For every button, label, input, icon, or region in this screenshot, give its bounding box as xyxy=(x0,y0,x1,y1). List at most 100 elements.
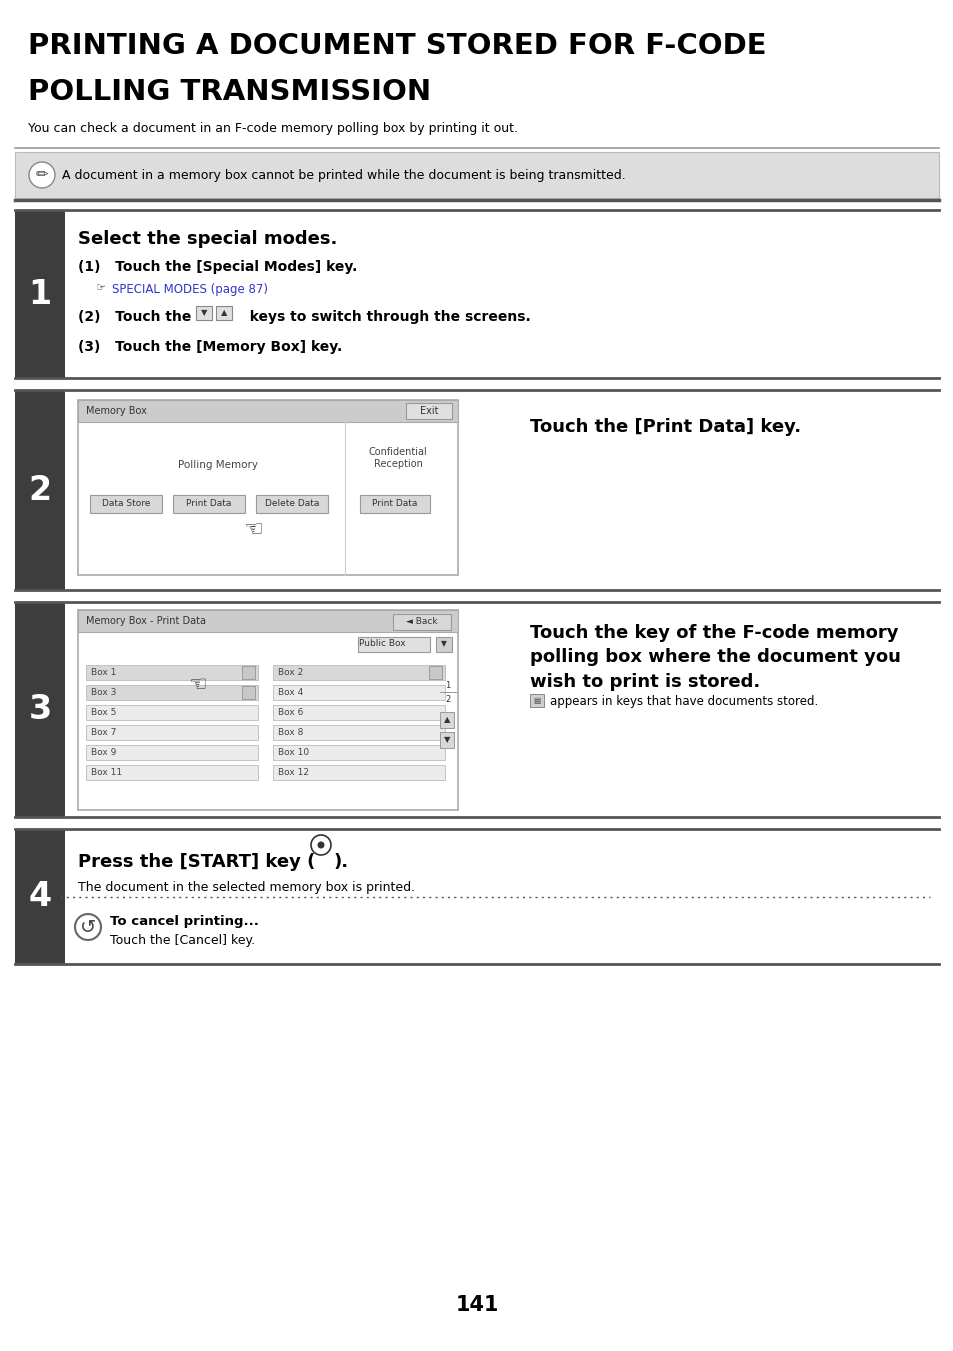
Text: Public Box: Public Box xyxy=(358,639,405,648)
Bar xyxy=(86,765,257,780)
Text: Box 8: Box 8 xyxy=(277,728,303,738)
Text: 2: 2 xyxy=(29,473,51,507)
Text: Box 4: Box 4 xyxy=(277,688,303,697)
Text: ↺: ↺ xyxy=(80,917,96,936)
Bar xyxy=(406,403,452,419)
Bar xyxy=(242,686,254,698)
Text: Exit: Exit xyxy=(419,407,437,416)
Text: Touch the [Print Data] key.: Touch the [Print Data] key. xyxy=(530,417,801,436)
Text: Box 5: Box 5 xyxy=(91,708,116,717)
Text: Box 10: Box 10 xyxy=(277,748,309,757)
Circle shape xyxy=(29,162,55,188)
Bar xyxy=(242,666,254,680)
Bar xyxy=(15,390,65,590)
Text: ☜: ☜ xyxy=(189,676,207,694)
Bar xyxy=(273,725,444,740)
Text: Memory Box - Print Data: Memory Box - Print Data xyxy=(86,616,206,626)
Bar xyxy=(357,638,430,653)
Circle shape xyxy=(317,842,324,848)
Text: 4: 4 xyxy=(29,880,51,913)
Text: Box 3: Box 3 xyxy=(91,688,116,697)
Bar xyxy=(429,666,441,680)
Bar xyxy=(15,830,65,965)
Text: ▤: ▤ xyxy=(533,697,540,705)
Text: To cancel printing...: To cancel printing... xyxy=(110,915,258,928)
Text: The document in the selected memory box is printed.: The document in the selected memory box … xyxy=(78,881,415,894)
Bar xyxy=(273,744,444,761)
Text: Print Data: Print Data xyxy=(186,500,232,508)
Text: ☜: ☜ xyxy=(243,520,263,540)
Text: POLLING TRANSMISSION: POLLING TRANSMISSION xyxy=(28,78,431,105)
Bar xyxy=(215,305,232,320)
Bar xyxy=(78,611,457,811)
Bar xyxy=(530,694,543,707)
Text: 141: 141 xyxy=(455,1296,498,1315)
Text: ▼: ▼ xyxy=(443,735,450,744)
Text: Box 7: Box 7 xyxy=(91,728,116,738)
Circle shape xyxy=(75,915,101,940)
Circle shape xyxy=(311,835,331,855)
Bar xyxy=(439,732,454,748)
Bar xyxy=(393,613,451,630)
Text: Press the [START] key (: Press the [START] key ( xyxy=(78,852,315,871)
Bar xyxy=(273,765,444,780)
Text: (3)   Touch the [Memory Box] key.: (3) Touch the [Memory Box] key. xyxy=(78,340,342,354)
Text: Box 11: Box 11 xyxy=(91,767,122,777)
Bar xyxy=(78,611,457,632)
Text: (2)   Touch the: (2) Touch the xyxy=(78,309,196,324)
Text: Delete Data: Delete Data xyxy=(265,500,319,508)
Bar xyxy=(86,685,257,700)
Text: Box 6: Box 6 xyxy=(277,708,303,717)
Bar xyxy=(78,400,457,422)
Text: keys to switch through the screens.: keys to switch through the screens. xyxy=(240,309,530,324)
Text: ).: ). xyxy=(334,852,349,871)
Bar xyxy=(255,494,328,513)
Text: SPECIAL MODES (page 87): SPECIAL MODES (page 87) xyxy=(112,282,268,296)
Text: Data Store: Data Store xyxy=(102,500,150,508)
Text: ▼: ▼ xyxy=(440,639,446,648)
Text: Box 1: Box 1 xyxy=(91,667,116,677)
Bar xyxy=(86,744,257,761)
Text: Box 12: Box 12 xyxy=(277,767,309,777)
Text: Box 2: Box 2 xyxy=(277,667,303,677)
Text: Polling Memory: Polling Memory xyxy=(178,459,257,470)
Bar xyxy=(90,494,162,513)
Text: 3: 3 xyxy=(29,693,51,725)
Text: ▲: ▲ xyxy=(443,716,450,724)
Text: ◄ Back: ◄ Back xyxy=(406,617,437,627)
Bar xyxy=(439,712,454,728)
Bar xyxy=(273,685,444,700)
Text: Print Data: Print Data xyxy=(372,500,417,508)
Text: PRINTING A DOCUMENT STORED FOR F-CODE: PRINTING A DOCUMENT STORED FOR F-CODE xyxy=(28,32,766,59)
Bar xyxy=(15,209,65,378)
Text: ☞: ☞ xyxy=(96,282,106,293)
Bar xyxy=(86,725,257,740)
Text: A document in a memory box cannot be printed while the document is being transmi: A document in a memory box cannot be pri… xyxy=(62,169,625,181)
Text: ✏: ✏ xyxy=(35,168,49,182)
Bar xyxy=(273,665,444,680)
Text: Touch the [Cancel] key.: Touch the [Cancel] key. xyxy=(110,934,254,947)
Bar xyxy=(172,494,245,513)
Text: Box 9: Box 9 xyxy=(91,748,116,757)
Bar xyxy=(436,638,452,653)
Text: Select the special modes.: Select the special modes. xyxy=(78,230,337,249)
Text: Confidential
Reception: Confidential Reception xyxy=(368,447,427,469)
Text: appears in keys that have documents stored.: appears in keys that have documents stor… xyxy=(550,694,818,708)
Text: 1: 1 xyxy=(445,681,450,689)
Text: 2: 2 xyxy=(445,696,450,704)
Bar xyxy=(86,665,257,680)
Text: You can check a document in an F-code memory polling box by printing it out.: You can check a document in an F-code me… xyxy=(28,122,517,135)
Text: (1)   Touch the [Special Modes] key.: (1) Touch the [Special Modes] key. xyxy=(78,259,357,274)
Text: 1: 1 xyxy=(29,277,51,311)
Text: ▲: ▲ xyxy=(220,308,227,317)
Text: Memory Box: Memory Box xyxy=(86,407,147,416)
Bar xyxy=(273,705,444,720)
Bar xyxy=(86,705,257,720)
Bar xyxy=(15,153,938,199)
Bar xyxy=(15,603,65,817)
Text: Touch the key of the F-code memory
polling box where the document you
wish to pr: Touch the key of the F-code memory polli… xyxy=(530,624,900,690)
Bar xyxy=(195,305,212,320)
Bar xyxy=(359,494,430,513)
Text: ▼: ▼ xyxy=(200,308,207,317)
Bar xyxy=(78,400,457,576)
